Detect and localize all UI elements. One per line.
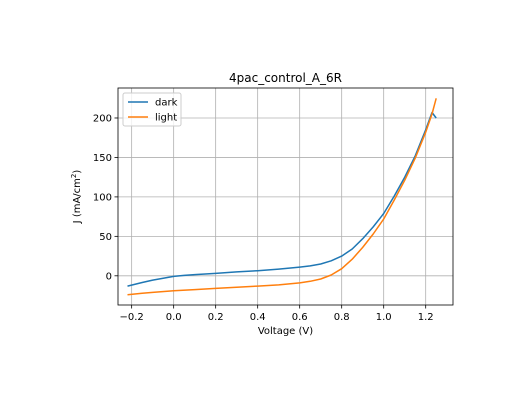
x-tick-label: 1.2 xyxy=(418,312,434,323)
x-tick-label: 1.0 xyxy=(376,312,392,323)
y-axis-label: J (mA/cm2) xyxy=(70,170,83,225)
x-tick-label: 0.8 xyxy=(334,312,350,323)
y-axis-label-superscript: 2 xyxy=(70,174,78,178)
x-tick-label: 0.6 xyxy=(292,312,308,323)
legend-label-light: light xyxy=(155,113,177,124)
legend: dark light xyxy=(122,92,182,127)
x-tick-label: 0.0 xyxy=(166,312,182,323)
plot-lines xyxy=(127,98,437,296)
y-tick-label: 150 xyxy=(93,153,112,164)
legend-label-dark: dark xyxy=(155,98,178,109)
legend-entries: dark light xyxy=(128,98,178,124)
x-tick-label: 0.4 xyxy=(250,312,266,323)
y-axis-label-suffix: ) xyxy=(72,170,83,174)
x-tick-label: 0.2 xyxy=(208,312,224,323)
series-line-light xyxy=(127,98,437,296)
series-line-dark xyxy=(127,111,437,287)
y-tick-label: 100 xyxy=(93,192,112,203)
y-tick-label: 0 xyxy=(106,271,112,282)
y-tick-label: 50 xyxy=(99,232,112,243)
y-tick-label: 200 xyxy=(93,113,112,124)
tick-labels: −0.2 0.0 0.2 0.4 0.6 0.8 1.0 1.2 0 50 100 150 200 xyxy=(93,113,434,323)
y-axis-label-prefix: J (mA/cm xyxy=(72,178,83,224)
x-tick-label: −0.2 xyxy=(120,312,144,323)
chart-title: 4pac_control_A_6R xyxy=(229,71,342,85)
x-axis-label: Voltage (V) xyxy=(258,326,313,337)
tick-marks xyxy=(114,117,427,309)
